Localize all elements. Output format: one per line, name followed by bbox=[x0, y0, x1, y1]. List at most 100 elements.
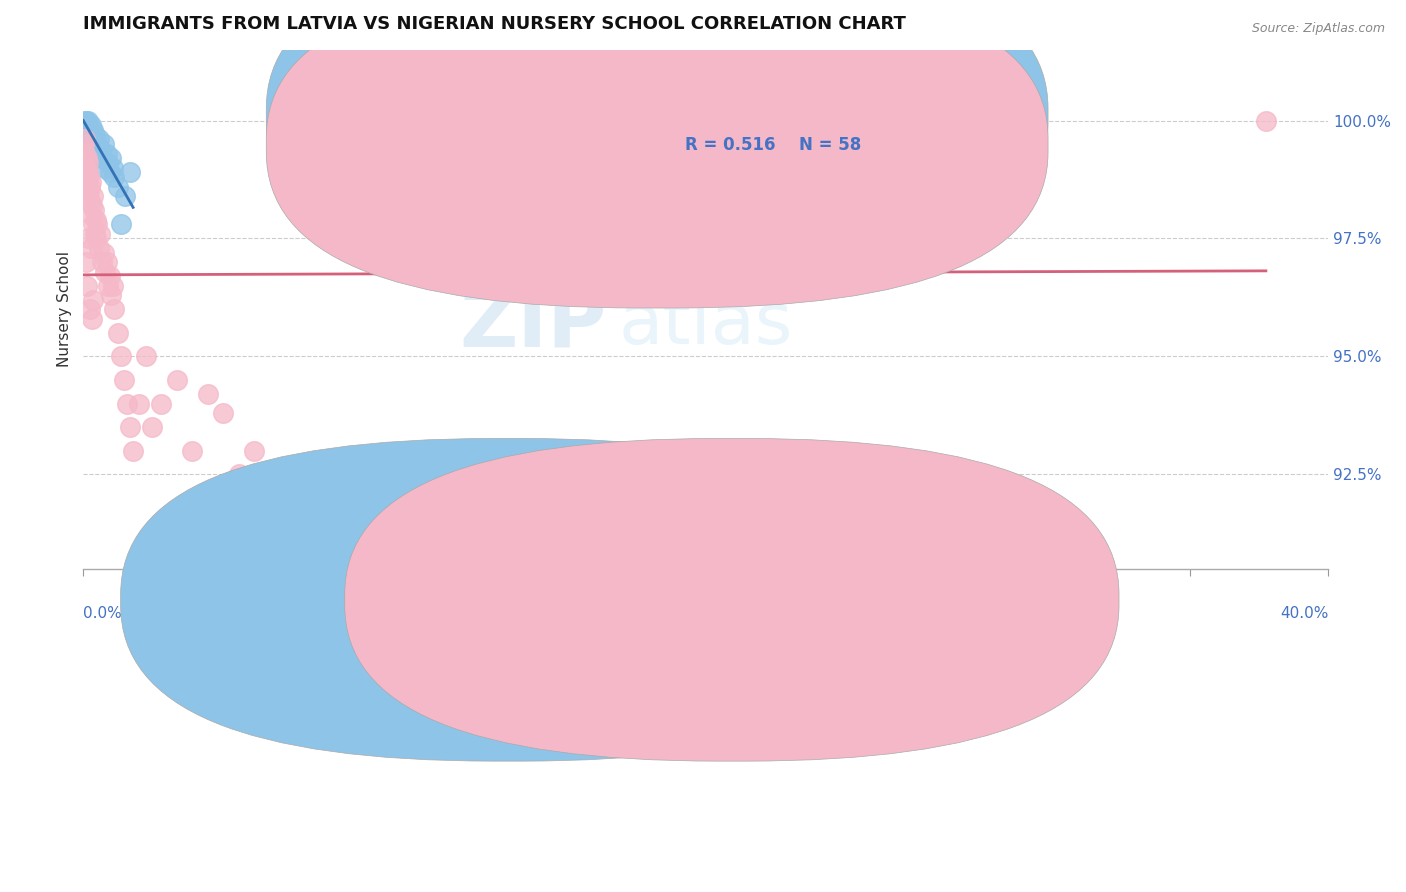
Point bbox=[75, 170, 97, 185]
Point bbox=[128, 396, 150, 410]
Y-axis label: Nursery School: Nursery School bbox=[58, 252, 72, 368]
Point bbox=[80, 241, 103, 255]
Point bbox=[107, 326, 129, 340]
Point bbox=[94, 264, 117, 278]
FancyBboxPatch shape bbox=[121, 439, 896, 761]
Point bbox=[77, 113, 100, 128]
Point bbox=[80, 137, 103, 152]
Point bbox=[82, 189, 104, 203]
Point bbox=[115, 396, 138, 410]
Point bbox=[80, 118, 103, 132]
Point bbox=[75, 161, 97, 175]
Point bbox=[76, 118, 98, 132]
Point bbox=[141, 420, 163, 434]
FancyBboxPatch shape bbox=[613, 91, 911, 169]
Text: N = 31: N = 31 bbox=[799, 106, 862, 124]
Point bbox=[212, 406, 235, 420]
Point bbox=[75, 123, 97, 137]
Point bbox=[98, 269, 121, 284]
Text: ZIP: ZIP bbox=[458, 285, 606, 364]
Point bbox=[94, 161, 117, 175]
Point bbox=[107, 179, 129, 194]
Point bbox=[91, 151, 114, 165]
Point bbox=[97, 156, 120, 170]
Point bbox=[84, 128, 107, 142]
Point bbox=[79, 123, 101, 137]
Point bbox=[77, 184, 100, 198]
Point bbox=[87, 241, 110, 255]
Text: R = 0.516: R = 0.516 bbox=[685, 136, 775, 154]
Point bbox=[1254, 113, 1277, 128]
Text: Nigerians: Nigerians bbox=[749, 593, 815, 607]
Point bbox=[93, 245, 115, 260]
Point bbox=[79, 302, 101, 317]
Point bbox=[82, 293, 104, 307]
FancyBboxPatch shape bbox=[266, 0, 1047, 278]
Point bbox=[135, 350, 157, 364]
Text: IMMIGRANTS FROM LATVIA VS NIGERIAN NURSERY SCHOOL CORRELATION CHART: IMMIGRANTS FROM LATVIA VS NIGERIAN NURSE… bbox=[83, 15, 905, 33]
Point bbox=[243, 443, 266, 458]
Point bbox=[96, 255, 118, 269]
Point bbox=[80, 311, 103, 326]
Point bbox=[101, 278, 124, 293]
Text: R = 0.366: R = 0.366 bbox=[685, 106, 775, 124]
Point bbox=[77, 156, 100, 170]
Point bbox=[86, 231, 108, 245]
Point bbox=[93, 137, 115, 152]
Point bbox=[73, 137, 96, 152]
Point bbox=[110, 218, 132, 232]
Point bbox=[97, 278, 120, 293]
Text: Immigrants from Latvia: Immigrants from Latvia bbox=[526, 593, 689, 607]
Point bbox=[79, 194, 101, 208]
Point bbox=[228, 467, 250, 482]
Point bbox=[82, 132, 104, 146]
Point bbox=[118, 165, 141, 179]
Point bbox=[80, 175, 103, 189]
Point bbox=[77, 128, 100, 142]
Point bbox=[86, 218, 108, 232]
Point bbox=[73, 113, 96, 128]
Point bbox=[110, 350, 132, 364]
Point bbox=[76, 175, 98, 189]
Point bbox=[73, 146, 96, 161]
Point bbox=[79, 132, 101, 146]
Text: N = 58: N = 58 bbox=[799, 136, 862, 154]
Point bbox=[96, 146, 118, 161]
Text: 0.0%: 0.0% bbox=[83, 607, 122, 622]
Point bbox=[79, 179, 101, 194]
Point bbox=[80, 198, 103, 212]
FancyBboxPatch shape bbox=[266, 0, 1047, 308]
Point bbox=[89, 142, 111, 156]
Point bbox=[83, 142, 105, 156]
Point bbox=[101, 161, 124, 175]
Point bbox=[75, 113, 97, 128]
Point bbox=[82, 123, 104, 137]
Point bbox=[76, 151, 98, 165]
Point bbox=[100, 288, 122, 302]
Point bbox=[77, 170, 100, 185]
Point bbox=[122, 443, 145, 458]
Point bbox=[75, 255, 97, 269]
Point bbox=[76, 278, 98, 293]
Point bbox=[80, 208, 103, 222]
Point bbox=[77, 165, 100, 179]
Text: Source: ZipAtlas.com: Source: ZipAtlas.com bbox=[1251, 22, 1385, 36]
Point bbox=[118, 420, 141, 434]
Point bbox=[86, 137, 108, 152]
Point bbox=[98, 165, 121, 179]
Point bbox=[100, 151, 122, 165]
Point bbox=[77, 231, 100, 245]
Point bbox=[84, 227, 107, 241]
Point bbox=[75, 132, 97, 146]
Text: 40.0%: 40.0% bbox=[1279, 607, 1329, 622]
Point bbox=[84, 212, 107, 227]
Point bbox=[89, 227, 111, 241]
Point bbox=[114, 189, 136, 203]
Point bbox=[166, 373, 188, 387]
Point bbox=[84, 146, 107, 161]
Point bbox=[112, 373, 135, 387]
Point bbox=[181, 443, 204, 458]
Point bbox=[87, 132, 110, 146]
Point bbox=[91, 255, 114, 269]
Point bbox=[103, 302, 125, 317]
